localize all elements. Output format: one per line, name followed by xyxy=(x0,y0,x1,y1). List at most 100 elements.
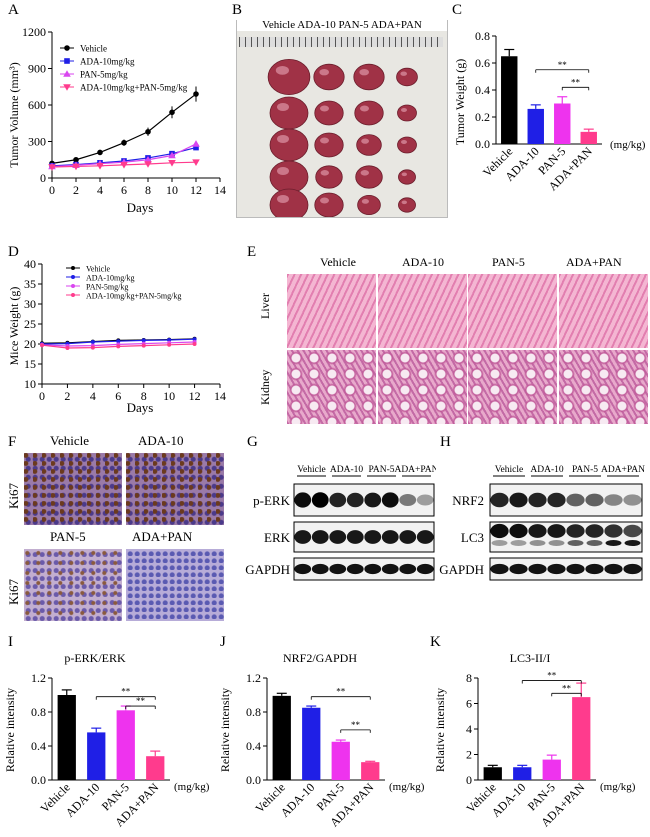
bar xyxy=(572,697,591,780)
x-tick-label: 0 xyxy=(39,389,45,403)
bar xyxy=(272,695,291,780)
band xyxy=(623,563,642,575)
tumor xyxy=(314,100,344,126)
band xyxy=(364,530,382,544)
data-point xyxy=(192,342,197,346)
unit-label: (mg/kg) xyxy=(174,781,210,793)
panel-label-k: K xyxy=(430,634,441,650)
y-axis-label: Tumor Weight (g) xyxy=(453,59,467,145)
y-tick-label: 0 xyxy=(466,773,472,787)
x-tick-label: 10 xyxy=(163,389,175,403)
band xyxy=(547,563,566,575)
western-blot-h: Vehicle ADA-10 PAN-5 ADA+PAN NRF2 LC3 GAPDH xyxy=(436,462,648,592)
bar xyxy=(146,756,165,780)
y-tick-label: 10 xyxy=(24,377,36,391)
band xyxy=(509,492,528,508)
y-tick-label: 8 xyxy=(466,671,472,685)
lane-label: PAN-5 xyxy=(572,465,598,475)
photo-header: Vehicle ADA-10 PAN-5 ADA+PAN xyxy=(237,19,447,31)
panel-label-h: H xyxy=(440,434,451,450)
bar xyxy=(483,767,502,780)
chart-title: NRF2/GAPDH xyxy=(283,651,357,665)
chart-title: p-ERK/ERK xyxy=(64,651,126,665)
band-label: NRF2 xyxy=(452,493,484,508)
legend-label: Vehicle xyxy=(80,44,107,54)
significance-mark: ** xyxy=(547,671,557,681)
liver-section-4 xyxy=(557,273,649,349)
band xyxy=(604,563,623,575)
tumor-photo: Vehicle ADA-10 PAN-5 ADA+PAN xyxy=(236,19,448,218)
histology-col-4: ADA+PAN xyxy=(566,255,622,269)
y-tick-label: 25 xyxy=(24,317,36,331)
significance-mark: ** xyxy=(571,77,581,87)
bar xyxy=(501,56,518,144)
x-tick-label: 12 xyxy=(190,183,202,197)
band-lower xyxy=(491,540,508,546)
significance-mark: ** xyxy=(121,687,131,697)
legend-label: Vehicle xyxy=(86,265,110,274)
x-tick-label: 8 xyxy=(145,183,151,197)
band-lower xyxy=(529,540,546,546)
ki67-label-4: ADA+PAN xyxy=(132,529,193,544)
x-tick-label: 12 xyxy=(189,389,201,403)
y-tick-label: 0 xyxy=(40,171,46,185)
ki67-image-pan5 xyxy=(24,549,122,621)
y-tick-label: 0.4 xyxy=(475,83,490,97)
data-point xyxy=(71,293,75,297)
y-tick-label: 6 xyxy=(466,697,472,711)
band xyxy=(311,563,329,575)
band-lower xyxy=(586,540,603,546)
ki67-label-3: PAN-5 xyxy=(50,529,86,544)
y-tick-label: 40 xyxy=(24,258,36,271)
tumor-highlight xyxy=(277,103,289,111)
data-point xyxy=(141,343,146,348)
significance-mark: ** xyxy=(562,683,572,693)
band-lower xyxy=(510,540,527,546)
band xyxy=(623,494,642,506)
band xyxy=(294,563,312,575)
tumor xyxy=(269,96,309,130)
band xyxy=(364,492,382,508)
bar xyxy=(87,732,106,780)
ki67-label-2: ADA-10 xyxy=(138,433,184,448)
unit-label: (mg/kg) xyxy=(600,781,636,793)
band-label: GAPDH xyxy=(245,562,290,577)
band xyxy=(547,524,566,538)
band xyxy=(346,530,364,544)
tumor xyxy=(269,188,309,217)
histology-panel: Vehicle ADA-10 PAN-5 ADA+PAN Liver Kidne… xyxy=(258,255,649,427)
legend-label: PAN-5mg/kg xyxy=(80,70,128,80)
band xyxy=(566,524,585,538)
tumor-weight-chart: Tumor Weight (g) (mg/kg) 0.0 0.2 0.4 0.6 0.8… xyxy=(453,29,646,193)
data-point xyxy=(63,84,71,91)
band xyxy=(346,492,364,508)
x-tick-label: 2 xyxy=(73,183,79,197)
mice-weight-chart: Mice Weight (g) Days 10 15 20 25 30 35 40 0 2 4 6 8… xyxy=(7,258,226,415)
data-point xyxy=(168,151,176,159)
band-label: LC3 xyxy=(461,530,484,545)
tumor-highlight xyxy=(277,135,289,143)
band xyxy=(509,523,528,539)
data-point xyxy=(144,155,152,163)
tumor-highlight xyxy=(320,105,329,112)
tumor xyxy=(313,63,345,91)
chart-title: LC3-II/I xyxy=(510,651,551,665)
significance-mark: ** xyxy=(136,696,146,706)
y-tick-label: 0.8 xyxy=(31,705,46,719)
data-point xyxy=(193,91,199,97)
data-point xyxy=(169,109,175,116)
bar xyxy=(513,767,532,780)
x-axis-label: Days xyxy=(127,400,154,415)
band xyxy=(416,494,434,506)
data-point xyxy=(144,161,152,168)
data-point xyxy=(40,343,44,348)
y-tick-label: 1.2 xyxy=(31,671,46,685)
kidney-section-2 xyxy=(376,349,468,425)
legend-label: ADA-10mg/kg+PAN-5mg/kg xyxy=(86,292,181,301)
y-axis-label: Relative intensity xyxy=(3,688,17,772)
data-point xyxy=(141,338,146,343)
tumor-highlight xyxy=(401,140,407,144)
y-axis-label: Relative intensity xyxy=(433,688,447,772)
x-tick-label: 4 xyxy=(90,389,96,403)
histology-col-3: PAN-5 xyxy=(492,255,525,269)
